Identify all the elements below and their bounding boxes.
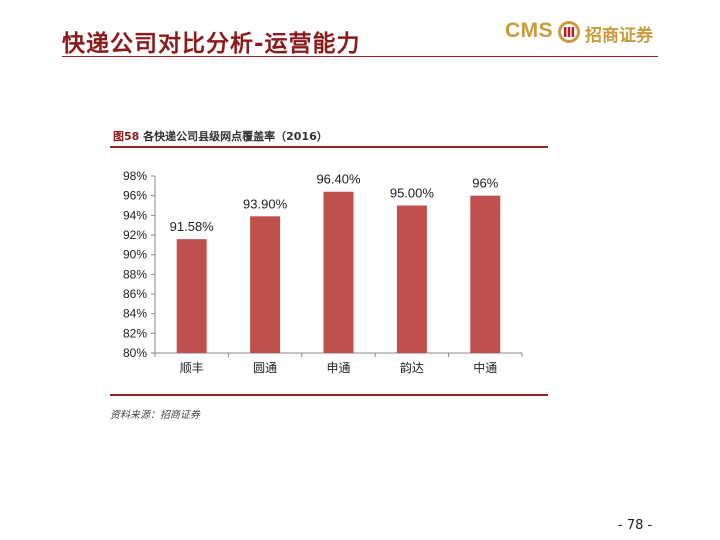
- y-tick-label: 86%: [123, 287, 147, 301]
- figure-caption-text: 各快递公司县级网点覆盖率（2016）: [143, 130, 328, 143]
- data-label: 91.58%: [170, 219, 215, 234]
- x-tick-label: 中通: [473, 360, 497, 375]
- source-note: 资料来源：招商证券: [110, 410, 200, 421]
- y-tick-label: 98%: [123, 169, 147, 183]
- cms-logo: CMS 招商证券: [505, 18, 665, 48]
- y-tick-label: 82%: [123, 326, 147, 340]
- figure-number: 图58: [113, 130, 140, 143]
- y-tick-label: 80%: [123, 346, 147, 360]
- bar: [250, 216, 281, 353]
- y-tick-label: 92%: [123, 228, 147, 242]
- title-divider: [62, 56, 658, 57]
- data-label: 93.90%: [243, 196, 288, 211]
- slide-title: 快递公司对比分析-运营能力: [62, 31, 361, 57]
- page-number: - 78 -: [618, 518, 653, 533]
- data-label: 96.40%: [316, 172, 361, 187]
- data-label: 95.00%: [390, 186, 435, 201]
- y-tick-label: 94%: [123, 208, 147, 222]
- logo-brand-latin: CMS: [505, 19, 554, 42]
- data-label: 96%: [472, 176, 498, 191]
- bar: [470, 195, 501, 353]
- y-tick-label: 90%: [123, 248, 147, 262]
- logo-brand-chinese: 招商证券: [585, 26, 653, 46]
- y-tick-label: 96%: [123, 189, 147, 203]
- bar: [396, 205, 427, 353]
- x-tick-label: 韵达: [400, 360, 424, 375]
- x-tick-label: 顺丰: [180, 361, 204, 375]
- x-tick-label: 圆通: [253, 361, 277, 375]
- figure-caption: 图58 各快递公司县级网点覆盖率（2016）: [113, 128, 328, 144]
- bar: [176, 239, 207, 353]
- y-tick-label: 88%: [123, 267, 147, 281]
- x-tick-label: 申通: [326, 361, 350, 375]
- bar: [323, 191, 354, 353]
- chart-bottom-divider: [110, 394, 548, 396]
- caption-divider: [110, 146, 548, 148]
- y-tick-label: 84%: [123, 307, 147, 321]
- cms-emblem-icon: [558, 21, 580, 43]
